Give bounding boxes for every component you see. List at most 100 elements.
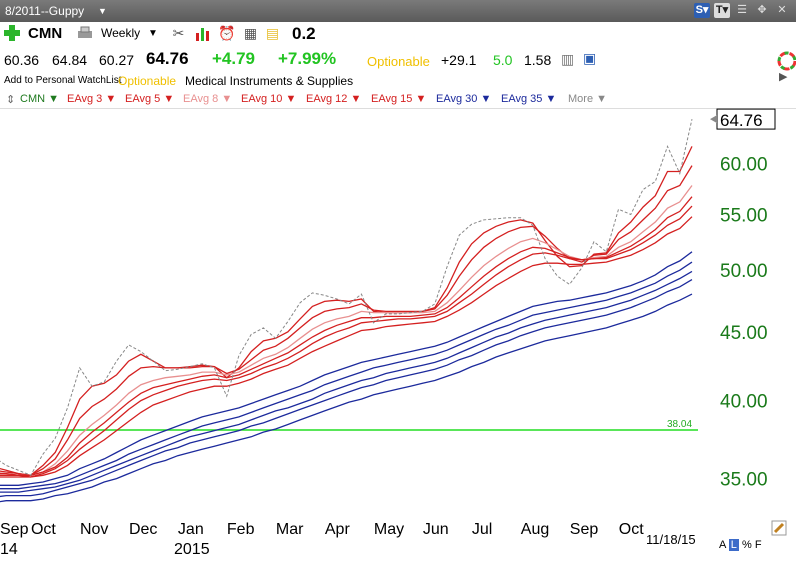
series-eavg-5 — [0, 165, 693, 476]
series-eavg-10 — [0, 196, 693, 476]
x-year-label: 2015 — [174, 541, 210, 558]
legend-item-eavg30[interactable]: EAvg 30 ▼ — [436, 93, 492, 105]
x-axis: Sep Oct Nov Dec Jan Feb Mar Apr May Jun Jul Aug Sep O… — [0, 521, 644, 558]
x-year-label: 14 — [0, 541, 18, 558]
legend-item-eavg10[interactable]: EAvg 10 ▼ — [241, 93, 297, 105]
window-titlebar[interactable]: 8/2011--Guppy ▼ S▾ T▾ ☰ ✥ ✕ — [0, 0, 796, 22]
grid-icon[interactable]: ▦ — [243, 25, 258, 41]
menu-icon[interactable]: ☰ — [737, 4, 747, 16]
status-bar: 11/18/15 A L % F — [0, 532, 796, 562]
quote-change: +4.79 — [212, 49, 256, 68]
legend-item-eavg8[interactable]: EAvg 8 ▼ — [183, 93, 233, 105]
symbol-link-icon[interactable]: S▾ — [694, 3, 710, 18]
legend-item-eavg35[interactable]: EAvg 35 ▼ — [501, 93, 557, 105]
x-tick-label: Dec — [129, 521, 157, 538]
note-icon[interactable]: ▤ — [265, 25, 280, 41]
legend-item-cmn[interactable]: CMN ▼ — [20, 93, 59, 105]
quote-bar: 60.36 64.84 60.27 64.76 +4.79 +7.99% Opt… — [0, 46, 796, 74]
series-eavg-50 — [0, 293, 693, 503]
legend-item-eavg3[interactable]: EAvg 3 ▼ — [67, 93, 117, 105]
bar-chart-icon[interactable] — [194, 25, 211, 42]
quote-v3: 1.58 — [524, 52, 552, 68]
move-icon[interactable]: ✥ — [757, 4, 767, 16]
reference-line: 38.04 — [0, 419, 698, 431]
symbol-toolbar: CMN Weekly ▼ ✂ ⏰ ▦ ▤ 0.2 — [0, 22, 796, 46]
x-tick-label: Apr — [325, 521, 351, 538]
chart-series — [0, 118, 693, 503]
quote-open: 60.36 — [4, 52, 40, 68]
y-tick-label: 50.00 — [720, 261, 768, 282]
x-tick-label: Sep — [570, 521, 599, 538]
color-wheel-icon[interactable] — [776, 50, 796, 72]
scale-log-button[interactable]: L — [728, 539, 739, 551]
toolbar-value: 0.2 — [292, 24, 316, 43]
price-chart[interactable]: 38.04 35.00 40.00 45.00 50.00 55.00 60.00 64.7… — [0, 108, 796, 558]
x-tick-label: Mar — [276, 521, 304, 538]
scale-a-button[interactable]: A — [719, 539, 726, 551]
scale-pct-button[interactable]: % — [741, 539, 752, 551]
optionable-badge: Optionable — [118, 74, 177, 88]
series-eavg-8 — [0, 185, 693, 476]
x-tick-label: Sep — [0, 521, 29, 538]
x-tick-label: Jun — [423, 521, 449, 538]
side-widget: ▶ — [774, 46, 796, 90]
series-eavg-35 — [0, 261, 693, 490]
quote-v1: +29.1 — [441, 52, 477, 68]
y-tick-label: 60.00 — [720, 155, 768, 176]
period-dropdown-icon[interactable]: ▼ — [148, 28, 158, 39]
pencil-icon[interactable] — [771, 520, 787, 536]
close-icon[interactable]: ✕ — [777, 4, 787, 16]
x-tick-label: Aug — [521, 521, 549, 538]
y-tick-label: 35.00 — [720, 470, 768, 491]
print-icon[interactable] — [77, 26, 93, 40]
series-eavg-45 — [0, 279, 693, 498]
series-eavg-15 — [0, 216, 693, 478]
quote-low: 60.27 — [99, 52, 135, 68]
quote-change-pct: +7.99% — [278, 49, 337, 68]
info-bar: Add to Personal WatchList Optionable Med… — [0, 74, 796, 90]
y-tick-label: 45.00 — [720, 323, 768, 344]
x-tick-label: Oct — [619, 521, 644, 538]
series-eavg-40 — [0, 270, 693, 493]
series-eavg-12 — [0, 205, 693, 478]
legend-item-eavg12[interactable]: EAvg 12 ▼ — [306, 93, 362, 105]
x-tick-label: Oct — [31, 521, 56, 538]
titlebar-controls: S▾ T▾ ☰ ✥ ✕ — [694, 3, 790, 18]
x-tick-label: Nov — [80, 521, 108, 538]
x-tick-label: Jan — [178, 521, 204, 538]
industry-label: Medical Instruments & Supplies — [185, 74, 354, 88]
y-axis: 35.00 40.00 45.00 50.00 55.00 60.00 64.76 — [710, 108, 776, 491]
window-title: 8/2011--Guppy — [5, 4, 85, 18]
text-icon[interactable]: T▾ — [714, 3, 730, 18]
symbol-input[interactable]: CMN — [28, 25, 63, 42]
hline-label: 38.04 — [667, 419, 692, 430]
alarm-icon[interactable]: ⏰ — [218, 25, 236, 41]
indicator-legend: ⇕ CMN ▼ EAvg 3 ▼ EAvg 5 ▼ EAvg 8 ▼ EAvg … — [0, 90, 796, 109]
add-icon[interactable] — [3, 24, 21, 42]
y-tick-label: 40.00 — [720, 392, 768, 413]
watchlist-link[interactable]: Add to Personal WatchList — [4, 75, 122, 86]
tools-icon[interactable]: ✂ — [172, 25, 185, 41]
quote-v2: 5.0 — [493, 52, 513, 68]
scale-f-button[interactable]: F — [754, 539, 762, 551]
y-tick-label: 64.76 — [720, 111, 763, 130]
period-selector[interactable]: Weekly — [101, 26, 141, 40]
series-eavg-3 — [0, 146, 693, 476]
y-tick-label: 55.00 — [720, 206, 768, 227]
x-tick-label: May — [374, 521, 404, 538]
series-cmn — [0, 118, 693, 476]
legend-item-eavg15[interactable]: EAvg 15 ▼ — [371, 93, 427, 105]
x-tick-label: Jul — [472, 521, 492, 538]
legend-item-eavg5[interactable]: EAvg 5 ▼ — [125, 93, 175, 105]
save-icon[interactable]: ▣ — [583, 50, 597, 66]
legend-toggle-icon[interactable]: ⇕ — [6, 94, 16, 106]
last-price-pointer — [710, 115, 717, 124]
x-tick-label: Feb — [227, 521, 255, 538]
optionable-label: Optionable — [367, 54, 430, 69]
legend-more[interactable]: More ▼ — [568, 93, 608, 105]
database-icon[interactable]: ▥ — [561, 51, 575, 67]
series-eavg-30 — [0, 251, 693, 486]
title-dropdown-icon[interactable]: ▼ — [98, 6, 107, 16]
scroll-arrow-icon[interactable]: ▶ — [779, 71, 788, 83]
chart-date: 11/18/15 — [646, 532, 696, 547]
